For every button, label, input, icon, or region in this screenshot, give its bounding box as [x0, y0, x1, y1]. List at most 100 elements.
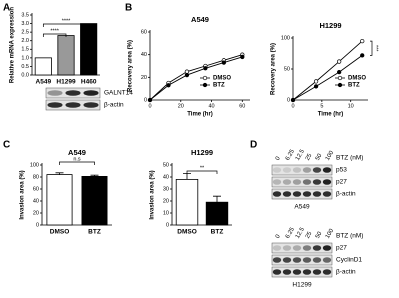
y-tick-label: 30 [163, 186, 169, 192]
blot-band [282, 191, 292, 197]
blot-band [282, 257, 292, 263]
data-point [360, 38, 365, 44]
series-line [292, 40, 363, 101]
blot-band [47, 90, 63, 96]
blot-strip [271, 254, 333, 266]
y-tick-label: 0.5 [21, 64, 29, 70]
blot-label: GALNT14 [104, 90, 133, 97]
blot-band [292, 269, 302, 275]
x-tick-label: DMSO [177, 229, 197, 236]
data-point [147, 97, 153, 103]
bar [81, 175, 108, 226]
y-tick-label: 80 [33, 174, 39, 180]
error-bar [183, 173, 191, 180]
y-tick-label: 60 [141, 29, 147, 35]
significance-bracket [370, 40, 373, 56]
y-tick-label: 20 [163, 198, 169, 204]
data-point [240, 54, 245, 60]
blot-strip [271, 242, 333, 254]
blot-band [272, 245, 282, 251]
x-tick-label: BTZ [88, 229, 101, 236]
panel-label: A [3, 3, 10, 14]
data-point [166, 83, 171, 88]
series-line [149, 54, 243, 101]
y-axis-label: Relative mRNA expression [10, 7, 16, 83]
blot-band [322, 257, 332, 263]
y-tick-label: 40 [33, 198, 39, 204]
y-tick-label: 100 [281, 35, 290, 41]
x-tick-label: 0 [148, 103, 151, 109]
bar [80, 23, 98, 76]
blot-label: β-actin [104, 102, 124, 109]
legend-label: DMSO [213, 76, 231, 82]
x-tick-label: 0 [291, 103, 294, 109]
blot-strip [271, 164, 333, 176]
blot-strip [271, 176, 333, 188]
y-tick-label: 50 [163, 162, 169, 168]
blot-band [312, 245, 322, 251]
legend-label: BTZ [348, 83, 360, 89]
blot-band [312, 269, 322, 275]
x-tick-label: 40 [208, 103, 214, 109]
data-point [203, 66, 208, 71]
x-tick-label: 60 [239, 103, 245, 109]
y-tick-label: 2.5 [21, 30, 29, 36]
x-tick-label: H460 [81, 79, 97, 86]
y-tick-label: 2.0 [21, 38, 29, 44]
bar [34, 57, 52, 76]
x-tick-label: 10 [348, 103, 354, 109]
significance-bracket [42, 23, 90, 27]
y-tick-label: 3.5 [21, 12, 29, 18]
blot-label: p53 [336, 167, 347, 174]
y-tick-label: 0.0 [21, 72, 29, 78]
chart-title: H1299 [191, 148, 213, 157]
blot-band [322, 191, 332, 197]
chart-title: H1299 [319, 21, 341, 30]
dose-label: 100 [325, 150, 336, 162]
blot-band [292, 191, 302, 197]
dose-label: 100 [325, 228, 336, 240]
blot-band [65, 90, 81, 96]
dose-label: 0 [275, 233, 282, 239]
blot-label: p27 [336, 245, 347, 252]
dose-label: 50 [315, 152, 324, 161]
blot-band [282, 179, 292, 185]
significance-label: *** [373, 45, 379, 52]
dose-label: 12.5 [295, 226, 306, 240]
blot-band [47, 102, 63, 108]
bar [175, 178, 199, 226]
blot-band [302, 245, 312, 251]
blot-band [272, 167, 282, 173]
data-point [360, 53, 365, 58]
blot-band [292, 167, 302, 173]
legend-label: DMSO [348, 76, 366, 82]
blot-band [272, 269, 282, 275]
data-point [290, 97, 296, 103]
dose-unit: BTZ (nM) [336, 155, 363, 162]
blot-band [302, 269, 312, 275]
blot-band [282, 269, 292, 275]
axis [149, 30, 250, 101]
blot-label: β-actin [336, 191, 356, 198]
y-tick-label: 0 [144, 97, 147, 103]
blot-band [292, 257, 302, 263]
significance-label: n.s [73, 156, 81, 162]
y-tick-label: 10 [163, 210, 169, 216]
blot-band [83, 102, 99, 108]
y-tick-label: 40 [163, 174, 169, 180]
bar [205, 201, 229, 226]
y-tick-label: 0 [166, 222, 169, 228]
y-axis-label: Recovery area (%) [271, 43, 277, 95]
dose-label: 6.25 [285, 226, 296, 240]
panel-label: D [250, 140, 257, 151]
legend-marker [202, 75, 208, 81]
blot-band [312, 191, 322, 197]
blot-band [322, 179, 332, 185]
blot-band [302, 257, 312, 263]
blot-band [272, 257, 282, 263]
dose-unit: BTZ (nM) [336, 233, 363, 240]
y-tick-label: 3.0 [21, 21, 29, 27]
blot-band [312, 257, 322, 263]
cell-line-label: A549 [294, 204, 310, 211]
